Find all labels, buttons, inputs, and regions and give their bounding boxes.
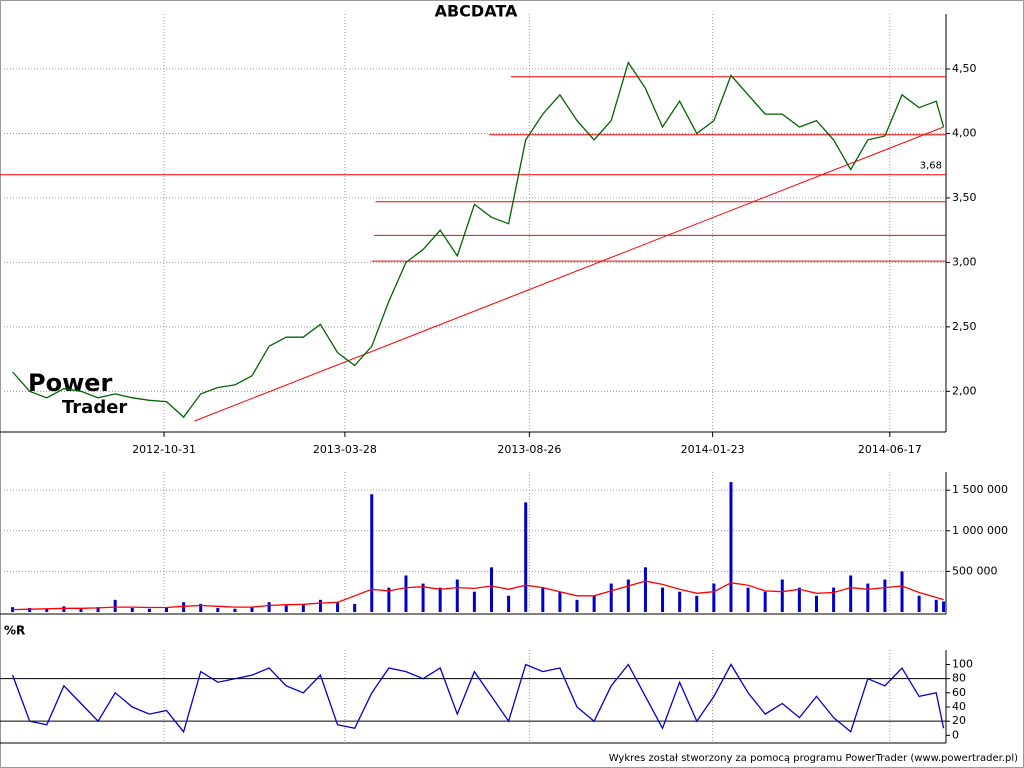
x-tick-label: 2012-10-31	[132, 443, 196, 456]
footer: Wykres został stworzony za pomocą progra…	[609, 753, 1018, 764]
volume-bar	[849, 575, 853, 612]
volume-bar	[934, 599, 938, 612]
volume-bar	[797, 587, 801, 612]
volume-bar	[11, 607, 15, 612]
volume-bar	[900, 571, 904, 612]
series-line	[12, 60, 945, 419]
y-tick-label: 20	[952, 714, 966, 727]
volume-bar	[489, 567, 493, 612]
volume-bar	[558, 591, 562, 612]
volume-bar	[164, 607, 168, 612]
y-tick-label: 3,50	[952, 191, 977, 204]
y-tick-label: 40	[952, 700, 966, 713]
volume-bar	[62, 606, 66, 612]
volume-bar	[472, 591, 476, 612]
volume-bar	[541, 587, 545, 612]
volume-bar	[575, 599, 579, 612]
volume-bar	[507, 595, 511, 612]
y-tick-label: 80	[952, 672, 966, 685]
x-tick-label: 2014-01-23	[681, 443, 745, 456]
volume-bar	[301, 603, 305, 612]
y-tick-label: 500 000	[952, 564, 998, 577]
volume-bar	[712, 583, 716, 612]
volume-bar	[96, 607, 100, 612]
volume-bar	[233, 608, 237, 612]
series-line	[11, 663, 945, 734]
volume-bar	[421, 583, 425, 612]
volume-bar	[832, 587, 836, 612]
y-tick-label: 2,00	[952, 384, 977, 397]
volume-bar	[353, 603, 357, 612]
y-tick-label: 100	[952, 658, 973, 671]
volume-bar	[182, 602, 186, 612]
y-tick-label: 1 500 000	[952, 483, 1008, 496]
y-tick-label: 2,50	[952, 320, 977, 333]
volume-bar	[113, 599, 117, 612]
watermark: Power	[28, 369, 113, 397]
volume-bar	[814, 595, 818, 612]
volume-bar	[695, 595, 699, 612]
y-tick-label: 4,00	[952, 126, 977, 139]
volume-bar	[404, 575, 408, 612]
volume-bar	[250, 607, 254, 612]
volume-bar	[438, 587, 442, 612]
volume-bar	[626, 579, 630, 612]
chart-title: ABCDATA	[435, 2, 518, 21]
volume-bar	[524, 502, 528, 612]
volume-bar	[942, 601, 946, 612]
x-tick-label: 2014-06-17	[858, 443, 922, 456]
volume-bar	[45, 608, 49, 612]
volume-bar	[763, 591, 767, 612]
volume-bar	[609, 583, 613, 612]
volume-bar	[387, 587, 391, 612]
volume-bar	[147, 608, 151, 612]
volume-bar	[370, 494, 374, 612]
volume-bar	[336, 602, 340, 612]
volume-bar	[318, 599, 322, 612]
y-tick-label: 4,50	[952, 62, 977, 75]
y-tick-label: 60	[952, 686, 966, 699]
y-tick-label: 0	[952, 728, 959, 741]
volume-bar	[917, 595, 921, 612]
volume-bar	[284, 605, 288, 612]
volume-bar	[267, 602, 271, 612]
series-line	[12, 580, 944, 611]
volume-bar	[866, 583, 870, 612]
volume-bar	[216, 607, 220, 612]
x-tick-label: 2013-03-28	[313, 443, 377, 456]
volume-bar	[729, 482, 733, 612]
volume-bar	[199, 603, 203, 612]
volume-bar	[79, 608, 83, 612]
y-tick-label: 1 000 000	[952, 524, 1008, 537]
volume-bar	[661, 587, 665, 612]
volume-bar	[678, 591, 682, 612]
panel-title: %R	[4, 624, 25, 638]
volume-bar	[592, 595, 596, 612]
watermark: Trader	[62, 397, 127, 418]
volume-bar	[455, 579, 459, 612]
volume-bar	[130, 607, 134, 612]
volume-bar	[746, 587, 750, 612]
volume-bar	[780, 579, 784, 612]
volume-bar	[28, 607, 32, 612]
y-tick-label: 3,00	[952, 255, 977, 268]
level-label: 3,68	[920, 161, 942, 172]
trend-line	[194, 126, 944, 422]
x-tick-label: 2013-08-26	[497, 443, 561, 456]
volume-bar	[883, 579, 887, 612]
volume-bar	[643, 567, 647, 612]
